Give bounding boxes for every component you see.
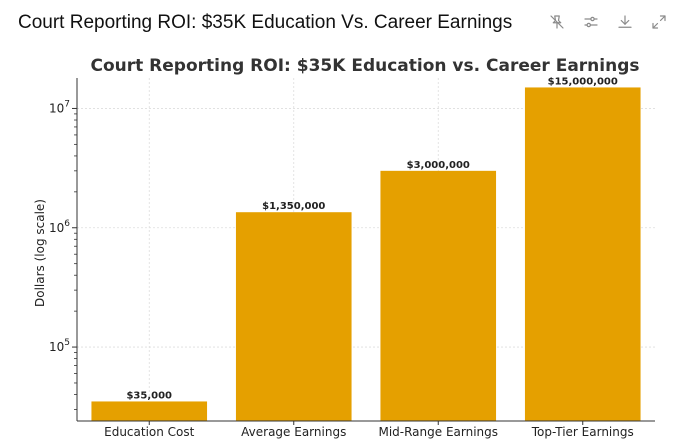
- x-tick-label: Mid-Range Earnings: [378, 425, 498, 439]
- download-button[interactable]: [612, 11, 638, 37]
- bar: [380, 170, 497, 421]
- data-label: $35,000: [126, 390, 172, 401]
- bar: [91, 401, 208, 421]
- y-axis-label: Dollars (log scale): [33, 199, 47, 307]
- data-label: $1,350,000: [262, 201, 325, 212]
- bar: [524, 87, 641, 421]
- download-icon: [616, 13, 634, 35]
- data-labels: $35,000 $1,350,000 $3,000,000 $15,000,000: [126, 76, 617, 401]
- bar: [235, 212, 352, 421]
- bars: [91, 87, 641, 421]
- data-label: $3,000,000: [407, 160, 470, 171]
- axes: Education Cost Average Earnings Mid-Range …: [49, 78, 655, 439]
- sliders-icon: [582, 13, 600, 35]
- filter-settings-button[interactable]: [578, 11, 604, 37]
- x-tick-label: Education Cost: [104, 425, 195, 439]
- expand-icon: [650, 13, 668, 35]
- roi-bar-chart: Court Reporting ROI: $35K Education vs. …: [33, 56, 655, 439]
- pin-off-button[interactable]: [544, 11, 570, 37]
- chart-header: Court Reporting ROI: $35K Education Vs. …: [0, 0, 682, 48]
- y-tick-label: 105: [49, 338, 70, 354]
- chart-title: Court Reporting ROI: $35K Education vs. …: [91, 56, 640, 76]
- x-tick-label: Top-Tier Earnings: [531, 425, 634, 439]
- pin-off-icon: [548, 13, 566, 35]
- y-tick-label: 107: [49, 99, 70, 115]
- expand-button[interactable]: [646, 11, 672, 37]
- y-tick-label: 106: [49, 219, 70, 235]
- x-tick-label: Average Earnings: [241, 425, 346, 439]
- data-label: $15,000,000: [548, 76, 618, 87]
- window-title: Court Reporting ROI: $35K Education Vs. …: [18, 12, 513, 33]
- chart-toolbar: [544, 11, 672, 37]
